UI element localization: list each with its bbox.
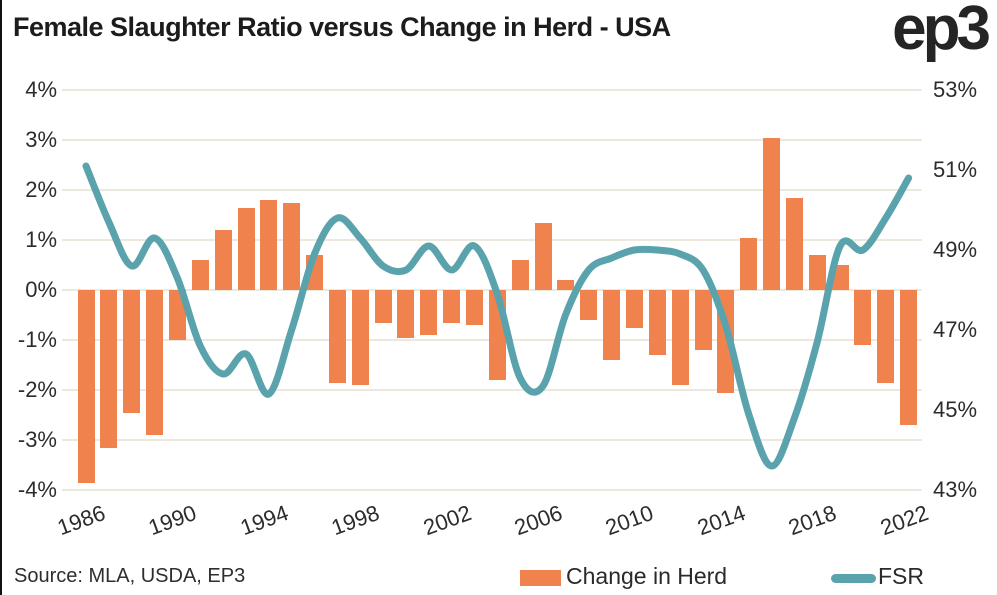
bar-1989 xyxy=(146,290,164,435)
bar-2022 xyxy=(900,290,918,425)
y-axis-label-left: -1% xyxy=(17,327,57,352)
gridline xyxy=(62,439,922,441)
bar-2018 xyxy=(808,255,826,290)
bar-2002 xyxy=(443,290,461,323)
y-axis-label-left: 2% xyxy=(25,177,57,202)
y-axis-label-left: -3% xyxy=(17,427,57,452)
bar-2016 xyxy=(763,137,780,290)
bar-1990 xyxy=(168,290,186,340)
bar-2010 xyxy=(625,290,643,328)
gridline xyxy=(62,489,922,491)
bar-2011 xyxy=(648,290,666,355)
bar-2001 xyxy=(420,290,438,335)
bar-2020 xyxy=(854,290,872,345)
left-border-rule xyxy=(0,0,2,595)
bar-2000 xyxy=(397,290,415,338)
bar-1994 xyxy=(260,200,278,290)
bar-2009 xyxy=(603,290,621,360)
ep3-logo: ep3 xyxy=(892,0,991,63)
bar-2006 xyxy=(534,222,552,290)
bar-1995 xyxy=(283,202,301,290)
legend-line-swatch xyxy=(831,574,876,583)
chart-title: Female Slaughter Ratio versus Change in … xyxy=(13,12,671,42)
gridline xyxy=(62,189,922,191)
bar-2008 xyxy=(580,290,598,320)
bar-1999 xyxy=(374,290,392,323)
bar-1987 xyxy=(100,290,118,448)
y-axis-label-left: 3% xyxy=(25,127,57,152)
bar-1986 xyxy=(77,290,95,483)
gridline xyxy=(62,389,922,391)
y-axis-label-left: -2% xyxy=(17,377,57,402)
legend-bar-label: Change in Herd xyxy=(566,563,728,589)
y-axis-label-left: 4% xyxy=(25,77,57,102)
y-axis-label-right: 45% xyxy=(933,397,978,422)
y-axis-label-left: 1% xyxy=(25,227,57,252)
y-axis-label-left: -4% xyxy=(17,477,57,502)
bar-2013 xyxy=(694,290,712,350)
bar-2015 xyxy=(740,237,758,290)
bar-2003 xyxy=(466,290,483,325)
bar-1991 xyxy=(191,260,209,290)
y-axis-label-right: 49% xyxy=(933,237,978,262)
bar-1998 xyxy=(351,290,369,385)
bar-2007 xyxy=(557,280,575,290)
fsr-line xyxy=(82,162,913,470)
legend-fsr-label: FSR xyxy=(878,563,924,589)
y-axis-label-right: 47% xyxy=(933,317,978,342)
bar-2021 xyxy=(877,290,895,383)
source-note: Source: MLA, USDA, EP3 xyxy=(14,565,246,587)
bar-1997 xyxy=(328,290,346,383)
legend-bar-swatch xyxy=(520,570,561,586)
bar-1993 xyxy=(237,207,255,290)
gridline xyxy=(62,239,922,241)
bar-2017 xyxy=(785,197,803,290)
bar-2012 xyxy=(671,290,689,385)
bar-1992 xyxy=(214,230,232,290)
bar-2005 xyxy=(511,260,529,290)
y-axis-label-left: 0% xyxy=(25,277,57,302)
gridline xyxy=(62,139,922,141)
bar-1988 xyxy=(123,290,141,413)
y-axis-label-right: 53% xyxy=(933,77,978,102)
y-axis-label-right: 51% xyxy=(933,157,978,182)
gridline xyxy=(62,89,922,91)
y-axis-label-right: 43% xyxy=(933,477,978,502)
